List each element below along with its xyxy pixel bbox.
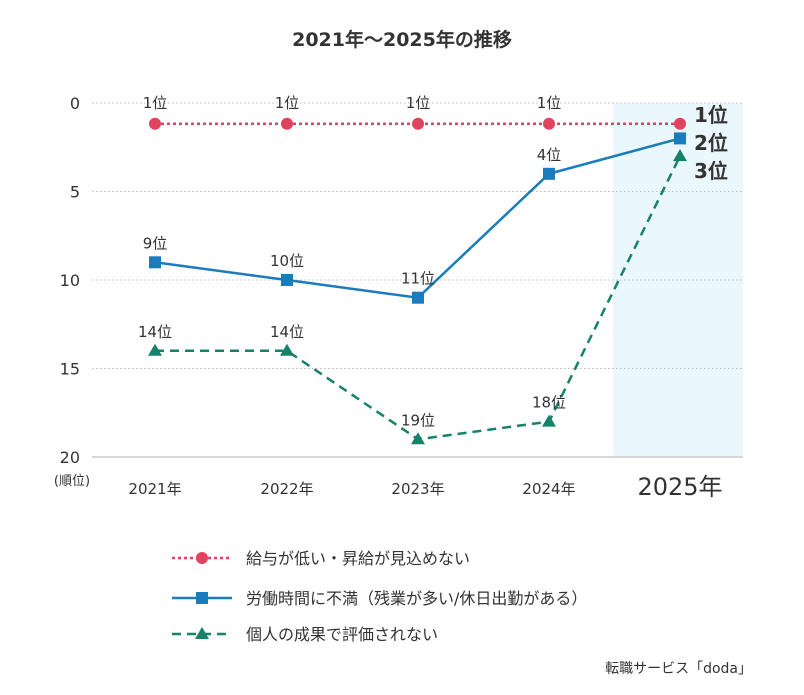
data-label: 14位 [270, 323, 304, 341]
data-point-square [412, 291, 424, 304]
data-label: 1位 [694, 103, 728, 127]
y-tick-label: 20 [60, 448, 80, 467]
x-tick-label: 2024年 [522, 480, 575, 498]
x-tick-label: 2023年 [391, 480, 444, 498]
y-axis-label: (順位) [54, 474, 90, 489]
legend-marker-square [196, 592, 208, 604]
data-point-circle [412, 117, 424, 130]
data-label: 1位 [143, 94, 168, 112]
data-point-triangle [673, 149, 687, 162]
x-tick-label: 2025年 [637, 473, 722, 501]
data-label: 3位 [694, 159, 728, 183]
legend-label: 労働時間に不満（残業が多い/休日出勤がある） [246, 589, 587, 608]
data-label: 1位 [537, 94, 562, 112]
legend-label: 個人の成果で評価されない [246, 625, 438, 644]
y-tick-label: 15 [60, 360, 80, 379]
legend-marker-triangle [195, 627, 209, 639]
data-point-square [281, 274, 293, 286]
legend-label: 給与が低い・昇給が見込めない [246, 549, 470, 568]
data-label: 1位 [275, 94, 300, 112]
y-tick-label: 0 [70, 94, 80, 113]
chart-title: 2021年～2025年の推移 [292, 28, 512, 51]
data-label: 2位 [694, 131, 728, 155]
source-note: 転職サービス「doda」 [605, 661, 752, 677]
data-point-circle [543, 117, 555, 130]
data-label: 19位 [401, 411, 435, 429]
legend-marker-circle [196, 552, 208, 564]
data-label: 11位 [401, 270, 435, 288]
data-label: 14位 [138, 323, 172, 341]
data-point-triangle [411, 432, 425, 445]
data-point-square [149, 256, 161, 269]
data-point-triangle [280, 343, 294, 356]
data-label: 18位 [532, 394, 566, 412]
data-point-circle [674, 117, 686, 130]
data-label: 10位 [270, 252, 304, 270]
data-point-triangle [148, 343, 162, 356]
data-label: 1位 [406, 94, 431, 112]
data-point-circle [149, 117, 161, 130]
data-point-square [543, 167, 555, 180]
data-label: 4位 [537, 146, 562, 164]
y-tick-label: 5 [70, 183, 80, 202]
x-tick-label: 2022年 [260, 480, 313, 498]
data-point-circle [281, 117, 293, 130]
data-point-triangle [542, 414, 556, 427]
y-tick-label: 10 [60, 271, 80, 290]
data-point-square [674, 132, 686, 145]
data-label: 9位 [143, 234, 168, 252]
x-tick-label: 2021年 [128, 480, 181, 498]
